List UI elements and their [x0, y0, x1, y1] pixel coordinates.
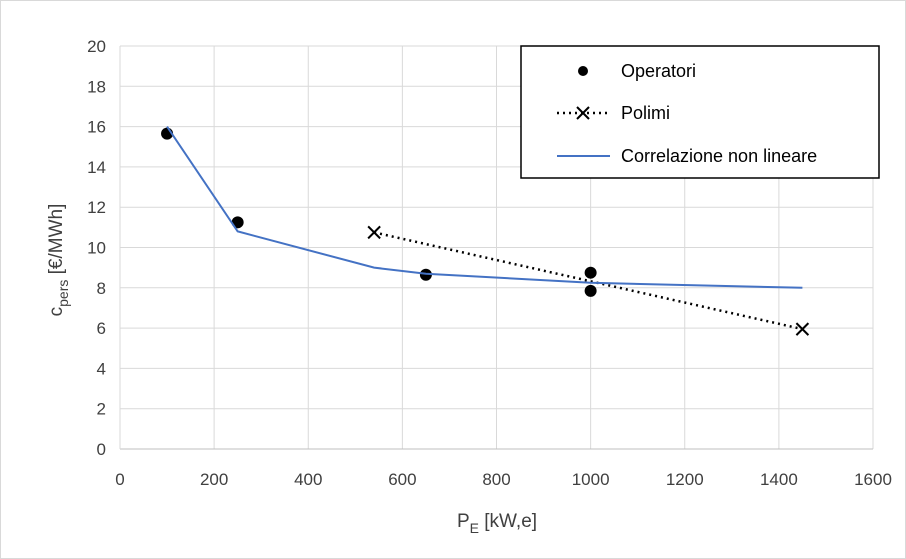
x-tick-label: 200 — [200, 470, 228, 489]
y-axis-title-rest: [€/MWh] — [46, 204, 67, 280]
legend-label-polimi: Polimi — [621, 103, 670, 123]
y-tick-label: 16 — [87, 118, 106, 137]
point-polimi — [367, 225, 381, 240]
legend-label-correlazione: Correlazione non lineare — [621, 146, 817, 166]
legend: Operatori Polimi Correlazione non linear… — [520, 45, 880, 179]
point-polimi — [795, 322, 810, 336]
series — [161, 126, 810, 336]
y-tick-label: 2 — [97, 400, 106, 419]
x-tick-label: 400 — [294, 470, 322, 489]
y-tick-label: 8 — [97, 279, 106, 298]
series-line-correlazione — [166, 126, 803, 289]
y-tick-label: 18 — [87, 77, 106, 96]
legend-marker-operatori — [578, 66, 588, 76]
series-line-polimi — [373, 231, 803, 331]
x-tick-label: 1200 — [666, 470, 704, 489]
legend-label-operatori: Operatori — [621, 61, 696, 81]
x-axis-title-sub: E — [470, 520, 479, 536]
point-operatori — [419, 268, 432, 281]
ticks: 0 200 400 600 800 1000 1200 1400 1600 0 2 4 6 8 10 12 14… — [87, 37, 892, 489]
x-tick-label: 1400 — [760, 470, 798, 489]
y-tick-label: 6 — [97, 319, 106, 338]
x-tick-label: 1000 — [572, 470, 610, 489]
grid — [120, 45, 874, 449]
y-tick-label: 20 — [87, 37, 106, 56]
x-tick-label: 0 — [115, 470, 124, 489]
y-tick-label: 14 — [87, 158, 106, 177]
y-axis-title-main: c — [46, 307, 67, 317]
point-operatori — [584, 266, 597, 279]
axes — [119, 46, 873, 450]
x-tick-label: 800 — [482, 470, 510, 489]
y-tick-label: 12 — [87, 198, 106, 217]
y-tick-label: 10 — [87, 239, 106, 258]
x-axis-title-main: P — [457, 511, 470, 532]
y-tick-label: 0 — [97, 440, 106, 459]
x-tick-label: 600 — [388, 470, 416, 489]
y-axis-title: cpers [€/MWh] — [46, 204, 71, 317]
y-tick-label: 4 — [97, 359, 106, 378]
x-axis-title: PE [kW,e] — [457, 511, 537, 536]
x-axis-title-rest: [kW,e] — [479, 511, 537, 532]
point-operatori — [584, 284, 597, 297]
y-axis-title-sub: pers — [55, 280, 71, 307]
x-tick-label: 1600 — [854, 470, 892, 489]
legend-marker-polimi — [576, 106, 590, 120]
